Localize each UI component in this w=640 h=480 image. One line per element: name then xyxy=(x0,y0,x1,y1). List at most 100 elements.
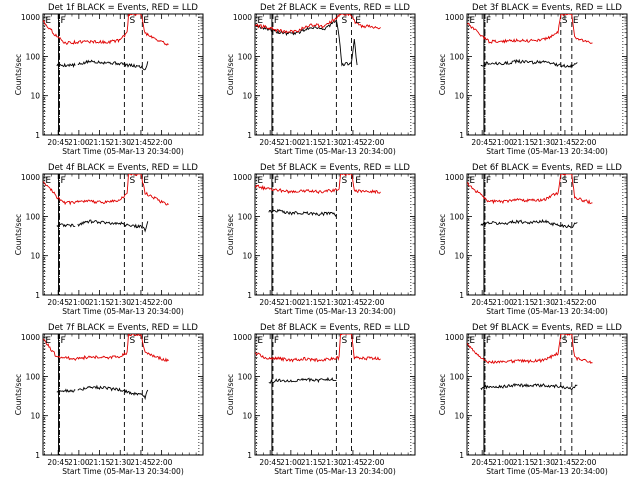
y-tick-label: 1000 xyxy=(21,173,40,182)
plot-frame xyxy=(466,173,628,296)
panel-title: Det 6f BLACK = Events, RED = LLD xyxy=(472,163,622,173)
y-tick-label: 1000 xyxy=(21,333,40,342)
marker-letter: E xyxy=(45,336,51,346)
x-tick-label: 21:15 xyxy=(89,138,111,147)
lld-series-line xyxy=(43,174,169,206)
x-tick-label: 21:15 xyxy=(301,458,323,467)
events-series-line xyxy=(77,219,149,233)
x-axis-label: Start Time (05-Mar-13 20:34:00) xyxy=(274,147,396,156)
marker-letter: E xyxy=(469,16,475,26)
lld-series-line xyxy=(467,174,593,205)
marker-letter: S xyxy=(562,336,568,346)
y-tick-label: 10 xyxy=(242,252,252,261)
x-tick-label: 21:00 xyxy=(280,298,302,307)
marker-letter: F xyxy=(61,16,66,26)
marker-letter: F xyxy=(486,176,491,186)
marker-letter: E xyxy=(355,16,361,26)
x-tick-label: 20:45 xyxy=(259,138,281,147)
x-tick-label: 21:00 xyxy=(492,458,514,467)
plot-frame xyxy=(466,333,628,456)
x-tick-label: 21:30 xyxy=(321,458,343,467)
x-tick-label: 20:45 xyxy=(47,458,69,467)
y-axis-label: Counts/sec xyxy=(14,54,23,95)
events-series-line xyxy=(255,19,358,67)
x-tick-label: 21:00 xyxy=(68,458,90,467)
x-tick-label: 22:00 xyxy=(575,138,597,147)
y-tick-label: 1 xyxy=(35,291,40,300)
x-tick-label: 21:15 xyxy=(513,458,535,467)
marker-letter: E xyxy=(257,176,263,186)
y-tick-label: 100 xyxy=(238,212,253,221)
panel-title: Det 8f BLACK = Events, RED = LLD xyxy=(260,323,410,333)
panel-title: Det 2f BLACK = Events, RED = LLD xyxy=(260,3,410,13)
marker-letter: E xyxy=(143,336,149,346)
events-series-line xyxy=(480,383,578,391)
x-axis-label: Start Time (05-Mar-13 20:34:00) xyxy=(486,307,608,316)
y-tick-label: 100 xyxy=(26,212,41,221)
x-axis-label: Start Time (05-Mar-13 20:34:00) xyxy=(486,147,608,156)
y-tick-label: 1000 xyxy=(445,333,464,342)
events-series-line xyxy=(480,218,578,229)
y-axis-label: Counts/sec xyxy=(438,374,447,415)
x-tick-label: 22:00 xyxy=(575,298,597,307)
detector-panel: Det 5f BLACK = Events, RED = LLD 1 10 100 10… xyxy=(226,163,416,316)
x-tick-label: 22:00 xyxy=(363,298,385,307)
y-tick-label: 10 xyxy=(30,412,40,421)
lld-series-line xyxy=(255,334,381,363)
panel-title: Det 7f BLACK = Events, RED = LLD xyxy=(48,323,198,333)
y-axis-label: Counts/sec xyxy=(438,214,447,255)
marker-letter: S xyxy=(562,176,568,186)
marker-letter: E xyxy=(143,176,149,186)
x-tick-label: 21:45 xyxy=(130,298,152,307)
events-series-line xyxy=(77,384,149,401)
lld-series-line xyxy=(43,334,169,363)
panel-title: Det 5f BLACK = Events, RED = LLD xyxy=(260,163,410,173)
x-tick-label: 20:45 xyxy=(471,138,493,147)
y-tick-label: 100 xyxy=(450,52,465,61)
y-axis-label: Counts/sec xyxy=(226,214,235,255)
x-tick-label: 21:00 xyxy=(68,138,90,147)
x-tick-label: 22:00 xyxy=(363,458,385,467)
y-tick-label: 1 xyxy=(459,131,464,140)
x-tick-label: 21:30 xyxy=(109,458,131,467)
x-tick-label: 21:45 xyxy=(554,298,576,307)
detector-panel: Det 3f BLACK = Events, RED = LLD 1 10 100 10… xyxy=(438,3,628,156)
x-tick-label: 21:45 xyxy=(342,138,364,147)
detector-panel: Det 4f BLACK = Events, RED = LLD 1 10 100 10… xyxy=(14,163,204,316)
y-tick-label: 100 xyxy=(238,52,253,61)
lld-series-line xyxy=(255,14,381,34)
y-axis-label: Counts/sec xyxy=(438,54,447,95)
x-tick-label: 21:45 xyxy=(342,298,364,307)
y-tick-label: 100 xyxy=(238,372,253,381)
marker-letter: F xyxy=(61,336,66,346)
lld-series-line xyxy=(255,174,381,195)
marker-letter: F xyxy=(274,16,279,26)
x-tick-label: 20:45 xyxy=(259,298,281,307)
x-tick-label: 22:00 xyxy=(151,138,173,147)
panel-title: Det 4f BLACK = Events, RED = LLD xyxy=(48,163,198,173)
marker-letter: F xyxy=(61,176,66,186)
events-series-line xyxy=(268,208,337,217)
panel-title: Det 3f BLACK = Events, RED = LLD xyxy=(472,3,622,13)
x-tick-label: 21:00 xyxy=(492,138,514,147)
plot-frame xyxy=(254,13,416,136)
detector-panel: Det 6f BLACK = Events, RED = LLD 1 10 100 10… xyxy=(438,163,628,316)
x-tick-label: 21:15 xyxy=(89,298,111,307)
marker-letter: E xyxy=(45,176,51,186)
plot-frame xyxy=(42,333,204,456)
x-tick-label: 21:00 xyxy=(68,298,90,307)
x-tick-label: 21:30 xyxy=(321,298,343,307)
plot-area xyxy=(467,14,624,135)
detector-panel: Det 7f BLACK = Events, RED = LLD 1 10 100 10… xyxy=(14,323,204,476)
x-tick-label: 20:45 xyxy=(259,458,281,467)
x-tick-label: 21:30 xyxy=(109,298,131,307)
marker-letter: F xyxy=(274,176,279,186)
marker-letter: E xyxy=(45,16,51,26)
x-tick-label: 21:45 xyxy=(130,458,152,467)
x-tick-label: 22:00 xyxy=(575,458,597,467)
y-tick-label: 1000 xyxy=(233,333,252,342)
lld-series-line xyxy=(467,334,593,364)
plot-area xyxy=(255,14,412,135)
y-tick-label: 100 xyxy=(26,52,41,61)
